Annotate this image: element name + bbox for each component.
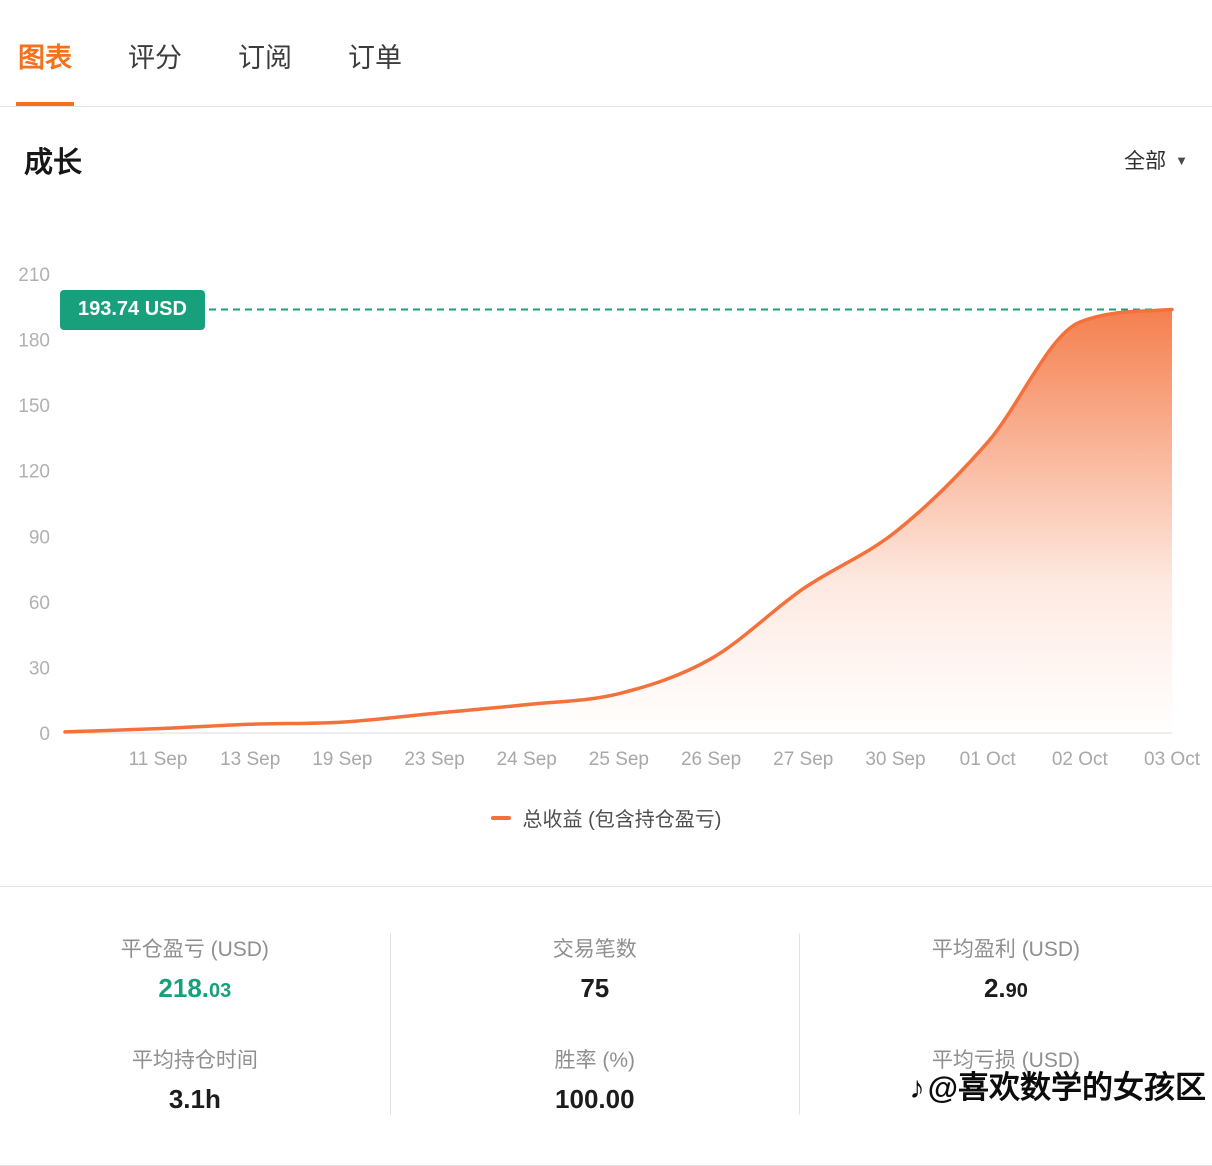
chevron-down-icon: ▼	[1175, 152, 1188, 168]
stat-label: 平均亏损 (USD)	[931, 1049, 1081, 1072]
x-axis-label: 02 Oct	[1052, 749, 1109, 770]
x-axis-label: 25 Sep	[589, 749, 649, 770]
watermark-text: @喜欢数学的女孩区	[927, 1070, 1206, 1105]
stat-value: 3.1h	[168, 1084, 221, 1114]
tab-rating[interactable]: 评分	[128, 43, 182, 73]
tab-orders[interactable]: 订单	[348, 43, 402, 73]
stats-column-1: 平仓盈亏 (USD) 218.03 平均持仓时间 3.1h	[0, 933, 390, 1115]
y-axis-label: 0	[39, 724, 50, 745]
y-axis-label: 120	[18, 462, 50, 483]
stat-avg-profit: 平均盈利 (USD) 2.90	[932, 933, 1080, 1004]
x-axis-label: 27 Sep	[773, 749, 833, 770]
stat-label: 平均盈利 (USD)	[931, 938, 1081, 961]
tab-charts[interactable]: 图表	[16, 0, 74, 106]
y-axis-label: 90	[29, 527, 50, 548]
stat-label: 平均持仓时间	[131, 1049, 258, 1072]
x-axis-label: 26 Sep	[681, 749, 741, 770]
period-filter-dropdown[interactable]: 全部 ▼	[1124, 145, 1188, 175]
stat-label: 胜率 (%)	[554, 1049, 636, 1072]
stat-label: 平仓盈亏 (USD)	[120, 938, 269, 961]
stat-win-rate: 胜率 (%) 100.00	[555, 1044, 636, 1115]
legend-item[interactable]: 总收益 (包含持仓盈亏)	[0, 803, 1212, 832]
x-axis-label: 30 Sep	[865, 749, 925, 770]
tab-subscribe[interactable]: 订阅	[238, 43, 292, 73]
y-axis-label: 60	[29, 593, 50, 614]
page-title: 成长	[24, 147, 83, 179]
stat-value: 2.90	[983, 973, 1028, 1003]
stat-value: 75	[580, 973, 610, 1003]
y-axis-label: 150	[18, 396, 50, 417]
tab-bar: 图表 评分 订阅 订单	[0, 0, 1212, 107]
stat-value: 100.00	[555, 1084, 635, 1114]
x-axis-label: 01 Oct	[960, 749, 1017, 770]
watermark: ♪ @喜欢数学的女孩区	[909, 1062, 1206, 1107]
stats-column-2: 交易笔数 75 胜率 (%) 100.00	[389, 933, 799, 1115]
x-axis-label: 23 Sep	[404, 749, 464, 770]
revenue-line	[63, 307, 1174, 734]
y-axis-label: 180	[18, 331, 50, 352]
music-note-icon: ♪	[909, 1070, 925, 1105]
stat-closed-pl: 平仓盈亏 (USD) 218.03	[121, 933, 269, 1004]
stats-column-3: 平均盈利 (USD) 2.90 平均亏损 (USD)	[798, 933, 1212, 1115]
stat-value: 218.03	[158, 973, 232, 1003]
x-axis-label: 13 Sep	[220, 749, 280, 770]
period-filter-value: 全部	[1124, 150, 1167, 173]
x-axis-label: 24 Sep	[497, 749, 557, 770]
legend-label: 总收益 (包含持仓盈亏)	[522, 809, 722, 831]
section-header: 成长 全部 ▼	[0, 107, 1212, 217]
x-axis-label: 19 Sep	[312, 749, 372, 770]
line-swatch-icon	[490, 815, 511, 820]
stat-label: 交易笔数	[552, 938, 637, 961]
y-axis-label: 210	[18, 265, 50, 286]
stats-panel: 平仓盈亏 (USD) 218.03 平均持仓时间 3.1h 交易笔数 75 胜率…	[0, 886, 1212, 1166]
stat-avg-holding-time: 平均持仓时间 3.1h	[132, 1044, 258, 1115]
stat-avg-loss: 平均亏损 (USD)	[932, 1044, 1080, 1114]
x-axis-label: 11 Sep	[129, 749, 188, 770]
current-value-badge: 193.74 USD	[60, 289, 205, 330]
growth-chart-canvas: 0 30 60 90 120 150 180 210 11 Sep 13 Sep 19 Sep 23 …	[18, 265, 1200, 770]
growth-chart: 0 30 60 90 120 150 180 210 11 Sep 13 Sep 19 Sep 23 …	[18, 217, 1200, 777]
stat-trades-count: 交易笔数 75	[553, 933, 637, 1004]
y-axis-label: 30	[29, 658, 50, 679]
area-fill	[65, 309, 1172, 733]
x-axis-label: 03 Oct	[1144, 749, 1201, 770]
